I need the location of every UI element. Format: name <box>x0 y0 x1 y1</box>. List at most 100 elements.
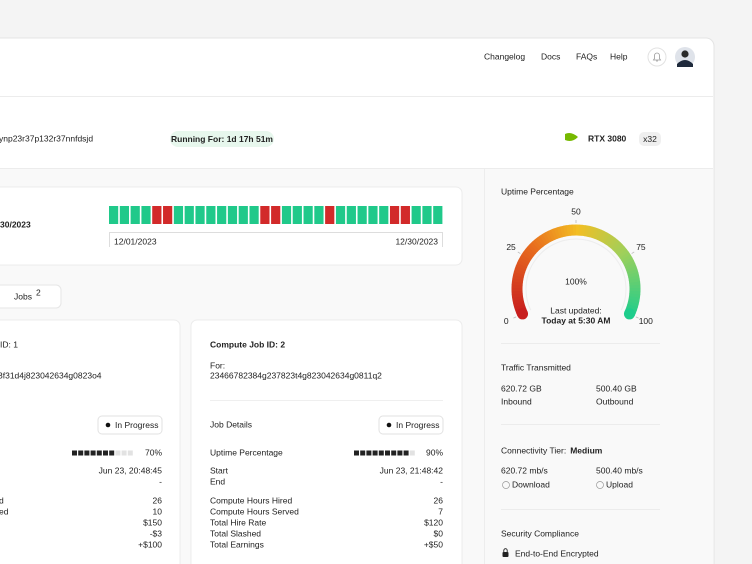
gauge-piece <box>591 227 599 239</box>
lock-icon <box>502 552 509 557</box>
row-label: Uptime Percentage <box>210 447 283 457</box>
job-title: ID: 1 <box>0 339 18 349</box>
progress-square <box>103 450 108 456</box>
gauge-tick-label: 50 <box>571 206 581 216</box>
uptime-value: 90% <box>426 447 443 457</box>
progress-square <box>378 450 384 456</box>
row-value: $0 <box>434 528 444 538</box>
uptime-segment <box>422 206 432 224</box>
row-value: 10 <box>153 506 163 516</box>
bell-icon <box>652 52 662 62</box>
status-dot <box>386 422 392 428</box>
uptime-segment <box>206 206 216 224</box>
gauge-piece <box>583 225 590 237</box>
uptime-value: 70% <box>145 447 162 457</box>
gauge-piece <box>627 272 640 278</box>
uptime-segment <box>249 206 259 224</box>
lock-shackle <box>503 548 508 552</box>
gpu-count: x32 <box>643 134 657 144</box>
avatar-head <box>681 50 689 58</box>
gauge-piece <box>601 232 611 244</box>
row-value: 7 <box>438 506 443 516</box>
gauge-piece <box>610 239 621 251</box>
section-title: Job Details <box>210 419 252 429</box>
uptime-segment <box>357 206 367 224</box>
gauge-piece <box>536 235 547 247</box>
gauge-piece <box>622 257 634 266</box>
uptime-segment <box>368 206 378 224</box>
progress-square <box>127 450 133 456</box>
gauge-piece <box>539 233 549 245</box>
gauge-tick <box>635 316 639 319</box>
status-badge <box>378 415 444 435</box>
gauge-piece <box>514 265 527 273</box>
row-value: +$100 <box>138 539 162 549</box>
uptime-segment <box>325 206 335 224</box>
tab-count: 2 <box>36 287 41 297</box>
gauge-piece <box>512 274 524 281</box>
gauge-piece <box>527 243 538 254</box>
download-icon <box>502 481 510 489</box>
gauge-piece <box>531 239 542 250</box>
notification-button[interactable] <box>647 47 667 67</box>
progress-square <box>366 450 372 456</box>
gauge-piece <box>624 262 637 271</box>
uptime-segment <box>346 206 356 224</box>
gauge-piece <box>550 228 559 240</box>
gauge-piece <box>599 230 608 243</box>
gauge-tick-label: 100 <box>639 316 653 326</box>
gauge-piece <box>594 228 602 240</box>
nav-link[interactable]: Docs <box>541 51 560 61</box>
uptime-segment <box>292 206 302 224</box>
row-label: Total Earnings <box>210 539 264 549</box>
section-title: Connectivity Tier: <box>501 445 566 455</box>
gauge-tick-label: 0 <box>504 316 509 326</box>
progress-square <box>109 450 115 456</box>
row-label: ed <box>0 506 9 516</box>
row-label: Total Hire Rate <box>210 517 266 527</box>
security-item: End-to-End Encrypted <box>515 548 599 558</box>
gauge-piece <box>556 226 564 238</box>
progress-square <box>354 450 359 456</box>
gauge-piece <box>606 235 616 247</box>
status-dot <box>105 422 111 428</box>
progress-square <box>84 450 90 456</box>
gauge-tick-label: 75 <box>636 242 646 252</box>
gauge-inner-ring <box>525 238 627 311</box>
gpu-model: RTX 3080 <box>588 133 627 143</box>
updated-time: Today at 5:30 AM <box>542 315 611 325</box>
uptime-segment <box>163 206 173 224</box>
avatar-body <box>677 60 693 67</box>
gauge-piece <box>586 225 593 238</box>
gauge-piece <box>529 241 540 252</box>
uptime-card <box>0 186 463 266</box>
metric-value: 620.72 GB <box>501 383 542 393</box>
gauge-piece <box>521 251 533 261</box>
uptime-segment <box>141 206 151 224</box>
uptime-segment <box>389 206 400 224</box>
progress-square <box>397 450 403 456</box>
gauge-tick-label: 25 <box>506 242 516 252</box>
gauge-piece <box>617 249 629 259</box>
gauge-piece <box>559 225 566 238</box>
nav-link[interactable]: Changelog <box>484 51 525 61</box>
row-label: Compute Hours Hired <box>210 495 292 505</box>
row-value: $150 <box>143 517 162 527</box>
section-title: Security Compliance <box>501 528 579 538</box>
metric-label: Outbound <box>596 396 634 406</box>
section-title: Uptime Percentage <box>501 186 574 196</box>
nav-link[interactable]: Help <box>610 51 628 61</box>
job-card <box>190 319 463 564</box>
gauge-piece <box>517 259 529 268</box>
progress-square <box>391 450 397 456</box>
status-badge <box>97 415 163 435</box>
gauge-piece <box>513 303 526 311</box>
progress-square <box>90 450 96 456</box>
nav-link[interactable]: FAQs <box>576 51 597 61</box>
jobs-tab[interactable] <box>0 284 62 309</box>
gauge-piece <box>623 259 636 268</box>
gauge-piece <box>627 298 640 305</box>
metric-label: Upload <box>606 479 633 489</box>
gauge-piece <box>625 265 638 273</box>
